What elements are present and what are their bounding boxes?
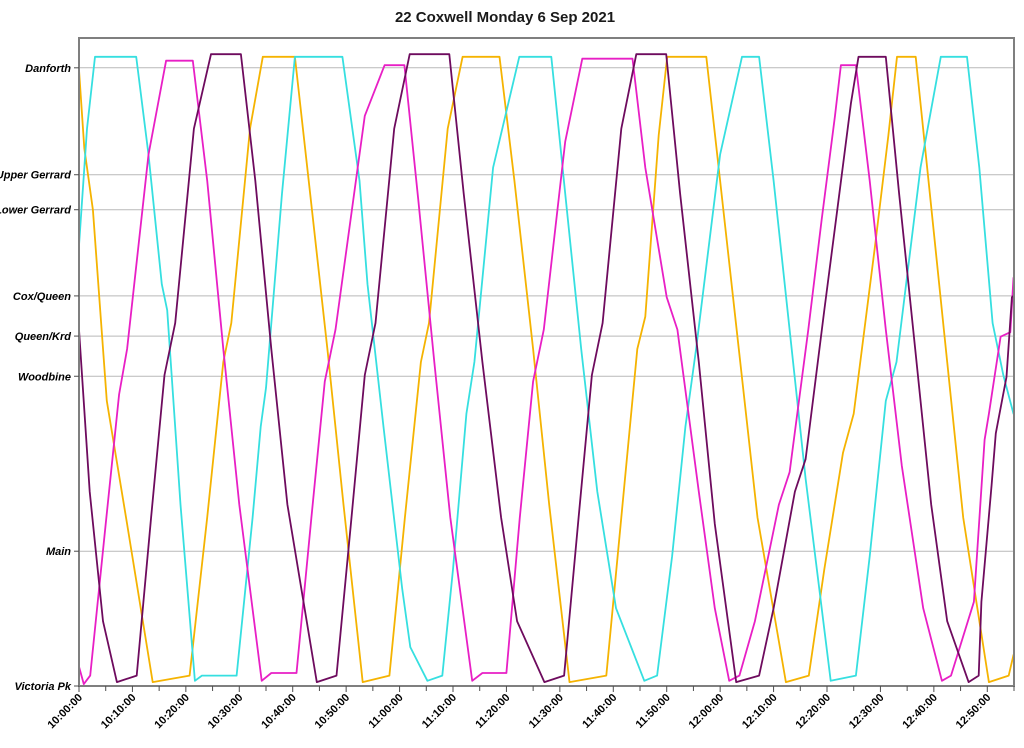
time-label: 12:20:00 [793,692,833,732]
plot-border [78,37,1015,687]
time-label: 10:40:00 [259,692,299,732]
time-label: 11:00:00 [366,692,405,731]
time-label: 10:30:00 [206,692,246,732]
time-label: 10:20:00 [152,692,192,732]
y-axis: Danforth Upper Gerrard Lower Gerrard Cox/Qu… [0,63,79,693]
series-line-vehicle-cyan [78,55,1015,682]
time-label: 11:50:00 [634,692,673,731]
time-label: 12:50:00 [954,692,994,732]
stop-label: Victoria Pk [15,681,72,693]
time-label: 11:30:00 [527,692,566,731]
series-line-vehicle-magenta [78,57,1015,685]
time-label: 12:00:00 [687,692,727,732]
gridlines [79,67,1014,552]
time-label: 11:20:00 [473,692,512,731]
stop-label: Cox/Queen [13,291,71,303]
series-line-vehicle-purple [78,53,1015,683]
series-lines [78,53,1015,685]
series-line-vehicle-gold [78,55,1015,683]
stop-label: Woodbine [18,371,71,383]
time-label: 10:10:00 [99,692,139,732]
stop-label: Upper Gerrard [0,170,71,182]
chart-title: 22 Coxwell Monday 6 Sep 2021 [395,9,615,26]
stop-label: Lower Gerrard [0,205,71,217]
stop-label: Main [46,546,71,558]
time-label: 10:00:00 [45,692,85,732]
stop-label: Danforth [25,63,71,75]
time-label: 12:40:00 [900,692,940,732]
time-label: 12:10:00 [740,692,780,732]
time-label: 12:30:00 [847,692,887,732]
time-label: 11:10:00 [420,692,459,731]
time-label: 10:50:00 [313,692,353,732]
time-label: 11:40:00 [580,692,619,731]
x-axis: 10:00:00 10:10:00 10:20:00 10:30:00 10:40:00… [45,686,1015,732]
stop-label: Queen/Krd [15,331,72,343]
